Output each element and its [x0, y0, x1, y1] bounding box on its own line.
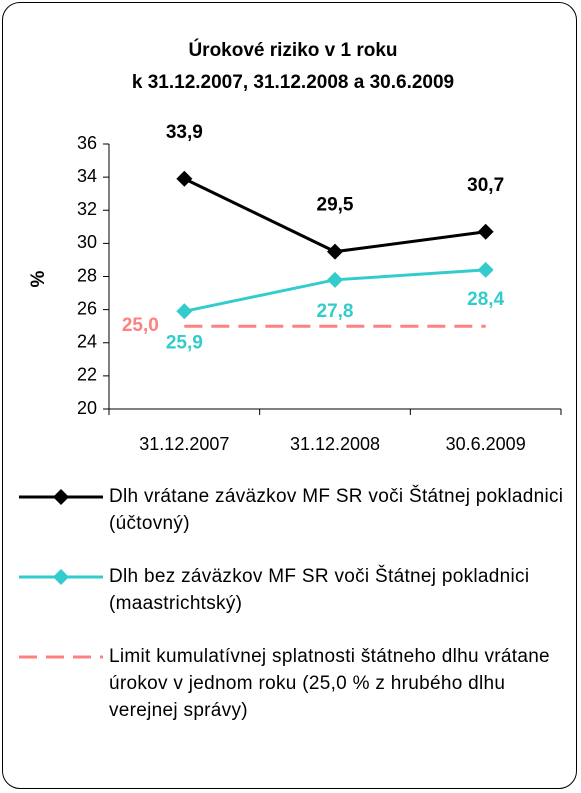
data-label: 30,7	[467, 175, 504, 196]
legend: Dlh vrátane záväzkov MF SR voči Štátnej …	[3, 483, 576, 750]
y-tick-label: 32	[77, 199, 97, 219]
legend-marker	[53, 569, 69, 585]
point-marker	[327, 271, 343, 288]
legend-swatch	[19, 655, 103, 659]
x-tick-label: 30.6.2009	[446, 434, 526, 454]
y-tick-label: 36	[77, 133, 97, 153]
point-marker	[176, 170, 193, 187]
point-marker	[327, 243, 343, 260]
x-tick-label: 31.12.2008	[290, 434, 380, 454]
chart: Úrokové riziko v 1 roku k 31.12.2007, 31…	[28, 39, 562, 454]
data-label: 27,8	[317, 301, 354, 322]
legend-swatch	[19, 569, 103, 585]
y-tick-label: 22	[77, 365, 97, 385]
chart-subtitle: k 31.12.2007, 31.12.2008 a 30.6.2009	[132, 72, 454, 93]
y-tick-label: 30	[77, 232, 97, 252]
y-axis-label: %	[28, 270, 49, 287]
legend-marker	[53, 489, 69, 505]
data-label: 25,9	[166, 332, 203, 353]
legend-entry: Dlh bez záväzkov MF SR voči Štátnej pokl…	[3, 563, 576, 617]
y-tick-label: 34	[77, 166, 97, 186]
legend-swatch	[19, 489, 103, 505]
legend-label: Limit kumulatívnej splatnosti štátneho d…	[109, 646, 550, 721]
y-tick-label: 28	[77, 265, 97, 285]
y-tick-label: 26	[77, 298, 97, 318]
data-label: 33,9	[166, 122, 203, 143]
legend-label: Dlh vrátane záväzkov MF SR voči Štátnej …	[109, 486, 564, 534]
data-label: 25,0	[122, 315, 159, 336]
y-tick-label: 24	[77, 332, 97, 352]
legend-entry: Dlh vrátane záväzkov MF SR voči Štátnej …	[3, 483, 576, 537]
point-marker	[477, 261, 494, 278]
legend-entry: Limit kumulatívnej splatnosti štátneho d…	[3, 643, 576, 724]
legend-label: Dlh bez záväzkov MF SR voči Štátnej pokl…	[109, 566, 530, 614]
data-label: 29,5	[317, 195, 354, 216]
data-label: 28,4	[467, 289, 504, 310]
x-tick-label: 31.12.2007	[139, 434, 229, 454]
point-marker	[477, 223, 494, 240]
point-marker	[176, 303, 193, 320]
chart-title: Úrokové riziko v 1 roku	[188, 39, 397, 61]
y-tick-label: 20	[77, 398, 97, 418]
